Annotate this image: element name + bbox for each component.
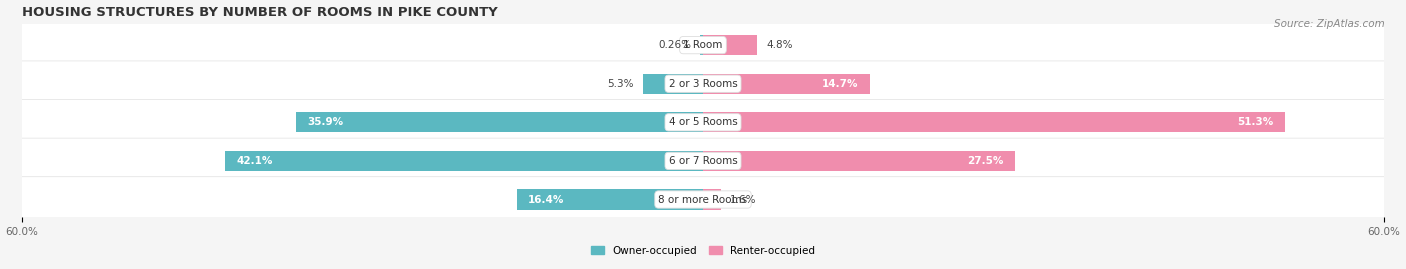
Text: 1.6%: 1.6% (730, 194, 756, 204)
Text: 0.26%: 0.26% (658, 40, 690, 50)
Bar (517, 189, 703, 210)
Bar (295, 112, 703, 132)
Text: Source: ZipAtlas.com: Source: ZipAtlas.com (1274, 19, 1385, 29)
Text: 2 or 3 Rooms: 2 or 3 Rooms (669, 79, 737, 89)
Text: 35.9%: 35.9% (307, 117, 343, 127)
Text: 27.5%: 27.5% (967, 156, 1004, 166)
Text: 6 or 7 Rooms: 6 or 7 Rooms (669, 156, 737, 166)
Bar (703, 35, 758, 55)
FancyBboxPatch shape (14, 61, 1392, 107)
FancyBboxPatch shape (14, 138, 1392, 184)
Bar (703, 74, 870, 94)
Bar (225, 151, 703, 171)
FancyBboxPatch shape (14, 22, 1392, 68)
FancyBboxPatch shape (14, 177, 1392, 222)
Text: 1 Room: 1 Room (683, 40, 723, 50)
Text: HOUSING STRUCTURES BY NUMBER OF ROOMS IN PIKE COUNTY: HOUSING STRUCTURES BY NUMBER OF ROOMS IN… (22, 6, 498, 19)
Bar (700, 35, 703, 55)
Bar (643, 74, 703, 94)
Bar (703, 112, 1285, 132)
Text: 5.3%: 5.3% (607, 79, 634, 89)
Text: 4 or 5 Rooms: 4 or 5 Rooms (669, 117, 737, 127)
Text: 42.1%: 42.1% (236, 156, 273, 166)
Legend: Owner-occupied, Renter-occupied: Owner-occupied, Renter-occupied (586, 242, 820, 260)
Text: 4.8%: 4.8% (766, 40, 793, 50)
Bar (703, 189, 721, 210)
FancyBboxPatch shape (14, 100, 1392, 145)
Bar (703, 151, 1015, 171)
Text: 51.3%: 51.3% (1237, 117, 1274, 127)
Text: 16.4%: 16.4% (529, 194, 565, 204)
Text: 8 or more Rooms: 8 or more Rooms (658, 194, 748, 204)
Text: 14.7%: 14.7% (823, 79, 859, 89)
